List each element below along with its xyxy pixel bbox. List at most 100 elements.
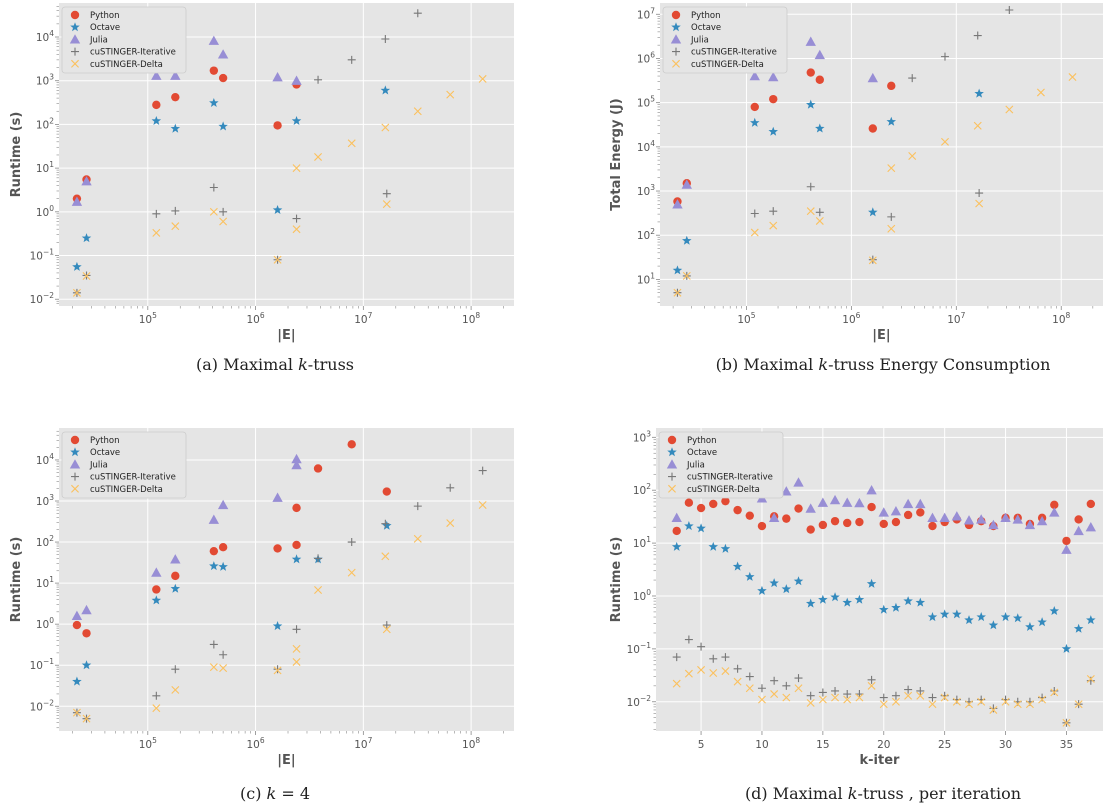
data-point bbox=[209, 663, 218, 672]
data-point bbox=[314, 554, 323, 563]
series-julia bbox=[672, 36, 879, 209]
data-point bbox=[1036, 88, 1045, 97]
data-point bbox=[217, 49, 229, 59]
data-point bbox=[696, 523, 706, 533]
data-point bbox=[272, 205, 283, 215]
x-tick-label: 108 bbox=[1052, 311, 1070, 326]
data-point bbox=[72, 676, 82, 686]
data-points bbox=[71, 440, 487, 723]
data-point bbox=[868, 124, 878, 133]
data-point bbox=[292, 214, 301, 223]
y-tick-label: 10−2 bbox=[627, 694, 652, 709]
data-point bbox=[973, 121, 982, 130]
x-tick-label: 15 bbox=[816, 739, 829, 751]
x-tick-label: 107 bbox=[354, 736, 372, 751]
data-point bbox=[769, 578, 779, 588]
data-point bbox=[842, 597, 852, 607]
data-point bbox=[770, 690, 779, 699]
x-tick-label: 108 bbox=[462, 736, 480, 751]
legend-entry: Julia bbox=[89, 460, 108, 470]
data-point bbox=[750, 228, 759, 237]
data-point bbox=[314, 152, 323, 161]
legend-entry: cuSTINGER-Delta bbox=[687, 485, 760, 495]
data-point bbox=[769, 221, 778, 230]
data-point bbox=[915, 597, 926, 607]
data-point bbox=[989, 705, 998, 714]
data-point bbox=[1050, 686, 1059, 695]
data-point bbox=[891, 517, 901, 527]
data-point bbox=[793, 576, 804, 586]
data-point bbox=[989, 704, 998, 713]
data-point bbox=[974, 88, 984, 98]
data-point bbox=[72, 620, 82, 630]
data-point bbox=[1025, 621, 1035, 631]
y-tick-label: 105 bbox=[637, 95, 655, 110]
data-point bbox=[770, 676, 779, 685]
data-point bbox=[219, 217, 228, 226]
data-point bbox=[733, 664, 742, 673]
y-tick-label: 103 bbox=[36, 493, 54, 508]
legend: Python Octave Julia cuSTINGER-Iterative cuST… bbox=[662, 6, 788, 74]
legend-marker bbox=[668, 484, 676, 493]
x-tick-label: 106 bbox=[842, 311, 860, 326]
data-point bbox=[446, 519, 455, 528]
data-point bbox=[794, 504, 803, 513]
data-point bbox=[684, 498, 694, 507]
data-point bbox=[879, 519, 888, 529]
x-tick-label: 108 bbox=[462, 311, 480, 326]
legend: Python Octave Julia cuSTINGER-Iterative cuST… bbox=[61, 431, 187, 499]
x-tick-label: 107 bbox=[354, 311, 372, 326]
legend-marker bbox=[70, 435, 80, 445]
data-point bbox=[927, 612, 938, 622]
data-point bbox=[1073, 525, 1084, 536]
data-point bbox=[152, 209, 161, 218]
data-point bbox=[272, 621, 283, 631]
data-point bbox=[891, 697, 900, 706]
legend-entry: Octave bbox=[687, 448, 717, 458]
data-point bbox=[382, 520, 392, 530]
legend-entry: cuSTINGER-Iterative bbox=[691, 48, 777, 58]
data-point bbox=[170, 554, 181, 564]
data-point bbox=[879, 693, 888, 702]
data-point bbox=[903, 510, 913, 520]
data-point bbox=[291, 459, 302, 470]
legend-entry: cuSTINGER-Iterative bbox=[90, 48, 176, 58]
chart-panel-2: 101 102 103 104 105 106 107 105 106 107 108 |E| Tota… bbox=[609, 3, 1103, 374]
data-point bbox=[382, 189, 391, 198]
data-point bbox=[219, 207, 228, 216]
y-tick-label: 104 bbox=[36, 452, 54, 467]
data-point bbox=[1068, 73, 1077, 82]
legend-marker bbox=[671, 10, 681, 20]
data-point bbox=[1085, 521, 1097, 532]
data-point bbox=[380, 85, 391, 95]
data-point bbox=[817, 497, 829, 507]
data-point bbox=[782, 681, 791, 690]
legend-entry: Python bbox=[691, 11, 720, 21]
y-tick-label: 102 bbox=[36, 116, 54, 131]
data-point bbox=[745, 511, 754, 520]
data-point bbox=[1049, 606, 1060, 616]
legend-entry: Julia bbox=[89, 35, 108, 45]
data-point bbox=[682, 235, 692, 245]
data-point bbox=[818, 688, 827, 697]
data-point bbox=[314, 586, 323, 594]
data-point bbox=[1000, 612, 1011, 622]
data-point bbox=[940, 691, 949, 700]
data-point bbox=[291, 115, 302, 125]
data-point bbox=[151, 115, 162, 125]
y-tick-label: 101 bbox=[637, 271, 655, 286]
data-point bbox=[794, 684, 803, 693]
data-point bbox=[1037, 617, 1047, 627]
legend-entry: Python bbox=[687, 436, 716, 446]
data-point bbox=[815, 208, 824, 217]
y-tick-label: 107 bbox=[637, 6, 655, 21]
data-point bbox=[830, 592, 840, 602]
data-point bbox=[887, 164, 896, 173]
data-point bbox=[988, 620, 999, 630]
data-point bbox=[1061, 643, 1072, 653]
data-point bbox=[171, 222, 180, 231]
data-point bbox=[757, 695, 766, 704]
data-point bbox=[1005, 5, 1014, 14]
x-axis-label: |E| bbox=[277, 753, 295, 768]
data-point bbox=[413, 534, 422, 543]
